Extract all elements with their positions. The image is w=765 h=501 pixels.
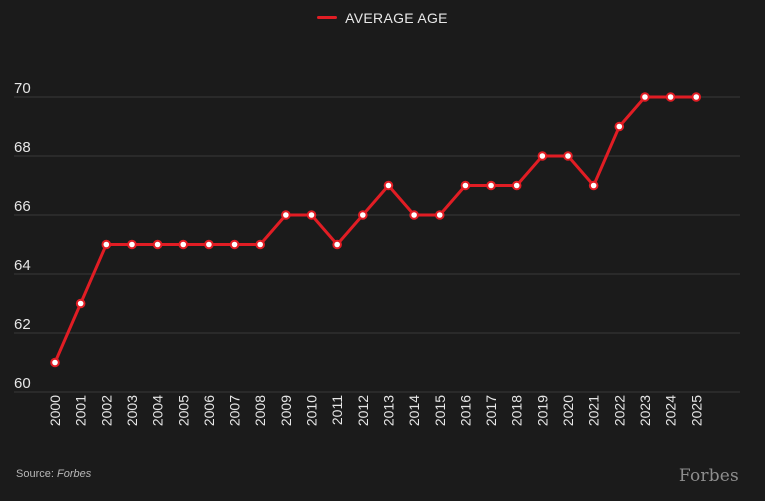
y-tick-label: 70 xyxy=(14,80,31,97)
gridlines xyxy=(14,96,740,393)
source-prefix: Source: xyxy=(16,468,54,480)
x-tick-label: 2020 xyxy=(560,395,576,426)
x-tick-label: 2022 xyxy=(611,395,627,426)
data-point xyxy=(691,92,702,102)
chart-legend: AVERAGE AGE xyxy=(0,10,765,26)
x-tick-label: 2016 xyxy=(457,395,473,426)
data-point xyxy=(75,298,86,309)
x-tick-label: 2023 xyxy=(637,395,653,426)
x-tick-label: 2011 xyxy=(329,395,345,425)
data-point xyxy=(178,239,189,250)
x-tick-label: 2010 xyxy=(304,395,320,426)
y-tick-label: 62 xyxy=(14,316,31,333)
data-point xyxy=(358,210,368,220)
x-tick-label: 2007 xyxy=(227,395,243,426)
x-tick-label: 2005 xyxy=(175,395,191,426)
forbes-logo: Forbes xyxy=(678,466,739,486)
legend-swatch xyxy=(317,15,338,19)
y-axis-ticks: 60 62 64 66 68 70 xyxy=(14,80,31,392)
data-point xyxy=(306,210,317,220)
x-tick-label: 2000 xyxy=(47,395,63,426)
y-tick-label: 66 xyxy=(14,198,31,215)
data-point xyxy=(152,239,163,250)
series-layer xyxy=(50,92,702,368)
data-point xyxy=(409,210,419,220)
x-tick-label: 2008 xyxy=(252,395,268,426)
y-tick-label: 68 xyxy=(14,139,31,156)
series-line-average-age xyxy=(53,95,697,364)
x-tick-label: 2019 xyxy=(534,395,550,426)
data-point xyxy=(127,239,137,250)
x-tick-label: 2021 xyxy=(586,395,602,426)
y-tick-label: 60 xyxy=(14,375,31,392)
x-axis-ticks: 2000 2001 2002 2003 2004 2005 2006 2007 2008 2009… xyxy=(47,395,704,426)
data-point xyxy=(486,180,496,191)
data-point xyxy=(50,357,60,368)
x-tick-label: 2002 xyxy=(98,395,114,426)
x-tick-label: 2013 xyxy=(380,395,396,426)
legend-label: AVERAGE AGE xyxy=(345,10,448,26)
x-tick-label: 2018 xyxy=(509,395,525,426)
x-tick-label: 2014 xyxy=(406,395,422,426)
data-point xyxy=(640,92,650,102)
x-tick-label: 2001 xyxy=(73,395,89,426)
x-tick-label: 2009 xyxy=(278,395,294,426)
x-tick-label: 2015 xyxy=(432,395,448,426)
source-note: Source: Forbes xyxy=(16,468,91,480)
data-point xyxy=(383,180,394,191)
data-point xyxy=(101,239,112,250)
data-point xyxy=(460,180,471,191)
data-point xyxy=(434,210,445,220)
data-point xyxy=(204,239,214,250)
x-tick-label: 2006 xyxy=(201,395,217,426)
y-tick-label: 64 xyxy=(14,257,31,274)
data-point xyxy=(563,151,573,161)
data-point xyxy=(511,180,522,191)
data-point xyxy=(614,121,625,132)
data-point xyxy=(281,210,291,220)
x-tick-label: 2017 xyxy=(483,395,499,426)
x-tick-label: 2012 xyxy=(355,395,371,426)
source-name: Forbes xyxy=(56,468,92,480)
data-point xyxy=(229,239,240,250)
x-tick-label: 2004 xyxy=(150,395,166,426)
x-tick-label: 2003 xyxy=(124,395,140,426)
data-point xyxy=(588,180,599,191)
data-point xyxy=(255,239,266,250)
x-tick-label: 2025 xyxy=(688,395,704,426)
data-point xyxy=(537,151,548,161)
data-point xyxy=(665,92,676,102)
x-tick-label: 2024 xyxy=(663,395,679,426)
data-point xyxy=(332,239,342,250)
